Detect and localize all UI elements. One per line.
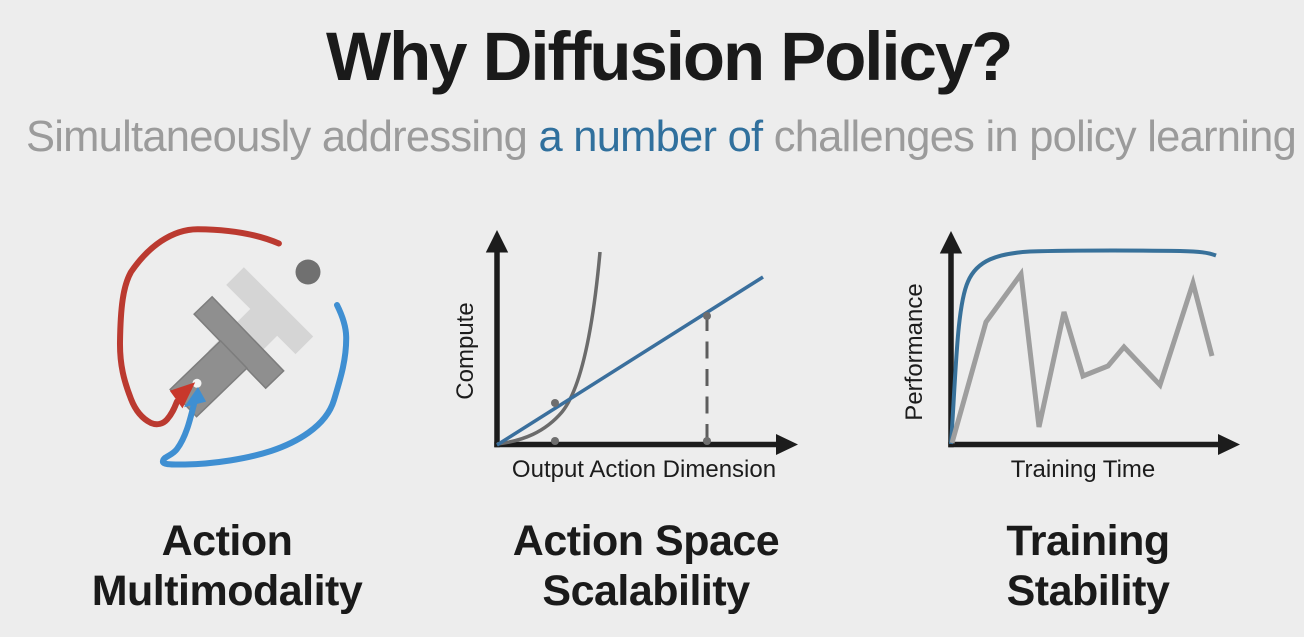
svg-text:Output Action Dimension: Output Action Dimension (512, 456, 776, 483)
svg-text:Performance: Performance (901, 283, 928, 420)
svg-text:Training Time: Training Time (1011, 456, 1156, 483)
svg-text:Compute: Compute (452, 302, 479, 399)
